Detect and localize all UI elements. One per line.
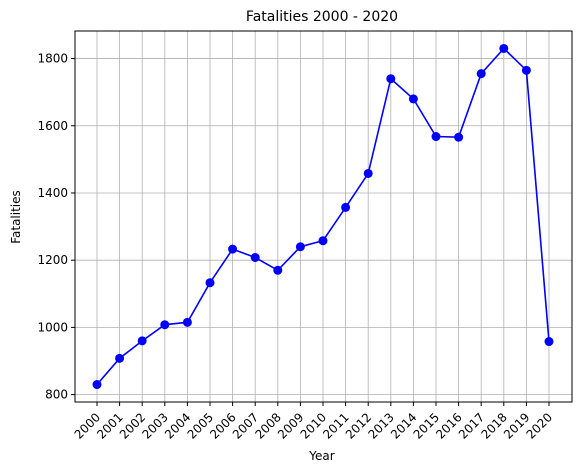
x-axis: 2000200120022003200420052006200720082009… [72, 402, 555, 442]
y-tick-label: 1600 [37, 119, 68, 133]
y-tick-label: 1800 [37, 52, 68, 66]
data-point [228, 244, 238, 254]
data-point [160, 320, 170, 330]
data-point [318, 236, 328, 246]
data-point [476, 69, 486, 79]
data-point [363, 168, 373, 178]
y-tick-label: 1200 [37, 253, 68, 267]
data-point [386, 74, 396, 84]
data-point [250, 252, 260, 262]
data-point [544, 337, 554, 347]
data-point [454, 132, 464, 142]
grid [75, 31, 572, 402]
x-axis-label: Year [308, 449, 334, 463]
y-axis-label: Fatalities [9, 190, 23, 244]
series [92, 43, 554, 390]
data-point [341, 202, 351, 212]
data-point [92, 380, 102, 390]
data-point [521, 65, 531, 75]
data-point [205, 278, 215, 288]
data-point [431, 132, 441, 142]
x-tick-label: 2020 [524, 410, 555, 441]
data-point [137, 336, 147, 346]
plot-area [74, 30, 573, 403]
y-tick-label: 1400 [37, 186, 68, 200]
y-axis: 800 1000 1200 1400 1600 1800 [37, 52, 75, 402]
data-point [273, 265, 283, 275]
data-point [115, 353, 125, 363]
data-point [182, 317, 192, 327]
y-tick-label: 1000 [37, 320, 68, 334]
chart-title: Fatalities 2000 - 2020 [246, 9, 398, 25]
y-tick-label: 800 [45, 388, 68, 402]
data-point [408, 94, 418, 104]
data-point [295, 242, 305, 252]
data-point [499, 43, 509, 53]
